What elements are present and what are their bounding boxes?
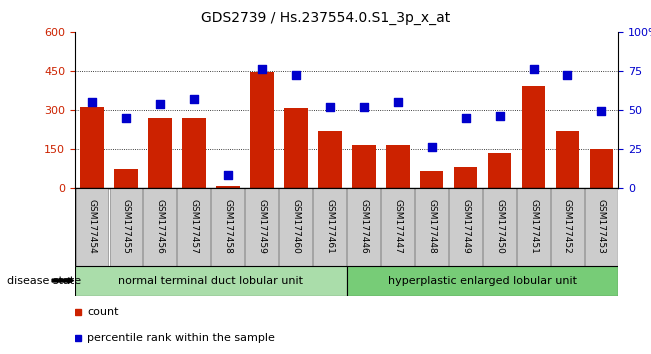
Bar bbox=[585, 188, 618, 266]
Bar bbox=[148, 118, 172, 188]
Point bbox=[460, 115, 471, 120]
Point bbox=[562, 73, 573, 78]
Text: GSM177453: GSM177453 bbox=[597, 199, 606, 254]
Text: hyperplastic enlarged lobular unit: hyperplastic enlarged lobular unit bbox=[388, 275, 577, 286]
Bar bbox=[449, 188, 482, 266]
Text: count: count bbox=[87, 307, 118, 317]
Bar bbox=[590, 149, 613, 188]
Bar bbox=[178, 188, 210, 266]
Bar bbox=[488, 153, 512, 188]
Bar bbox=[517, 188, 550, 266]
Text: GSM177460: GSM177460 bbox=[291, 199, 300, 254]
Text: normal terminal duct lobular unit: normal terminal duct lobular unit bbox=[118, 275, 303, 286]
Bar bbox=[250, 72, 273, 188]
Bar bbox=[381, 188, 414, 266]
Text: GSM177446: GSM177446 bbox=[359, 199, 368, 254]
Bar bbox=[75, 266, 346, 296]
Point bbox=[324, 104, 335, 109]
Bar bbox=[318, 131, 342, 188]
Text: disease state: disease state bbox=[7, 275, 81, 286]
Bar bbox=[245, 188, 278, 266]
Text: GDS2739 / Hs.237554.0.S1_3p_x_at: GDS2739 / Hs.237554.0.S1_3p_x_at bbox=[201, 11, 450, 25]
Text: GSM177449: GSM177449 bbox=[461, 199, 470, 254]
Text: GSM177451: GSM177451 bbox=[529, 199, 538, 254]
Bar bbox=[420, 171, 443, 188]
Text: GSM177450: GSM177450 bbox=[495, 199, 504, 254]
Bar bbox=[348, 188, 380, 266]
Text: GSM177455: GSM177455 bbox=[121, 199, 130, 254]
Bar bbox=[143, 188, 176, 266]
Bar bbox=[313, 188, 346, 266]
Point bbox=[154, 101, 165, 106]
Bar bbox=[284, 108, 307, 188]
Text: GSM177447: GSM177447 bbox=[393, 199, 402, 254]
Bar bbox=[109, 188, 142, 266]
Bar bbox=[483, 188, 516, 266]
Text: GSM177454: GSM177454 bbox=[87, 199, 96, 254]
Bar bbox=[212, 188, 244, 266]
Bar bbox=[386, 145, 409, 188]
Bar bbox=[555, 131, 579, 188]
Bar bbox=[454, 167, 477, 188]
Bar bbox=[114, 170, 138, 188]
Text: GSM177459: GSM177459 bbox=[257, 199, 266, 254]
Point bbox=[120, 115, 131, 120]
Point bbox=[494, 113, 505, 119]
Point bbox=[359, 104, 369, 109]
Point bbox=[189, 96, 199, 102]
Bar bbox=[352, 145, 376, 188]
Point bbox=[393, 99, 403, 105]
Bar bbox=[182, 118, 206, 188]
Point bbox=[596, 108, 607, 114]
Text: GSM177448: GSM177448 bbox=[427, 199, 436, 254]
Bar bbox=[521, 86, 546, 188]
Point bbox=[290, 73, 301, 78]
Point bbox=[529, 67, 539, 72]
Bar bbox=[415, 188, 448, 266]
Point bbox=[87, 99, 97, 105]
Text: GSM177456: GSM177456 bbox=[156, 199, 164, 254]
Point bbox=[256, 67, 267, 72]
Text: GSM177452: GSM177452 bbox=[563, 199, 572, 254]
Bar bbox=[216, 186, 240, 188]
Bar bbox=[551, 188, 584, 266]
Bar bbox=[76, 188, 108, 266]
Bar bbox=[279, 188, 312, 266]
Point bbox=[223, 172, 233, 178]
Text: GSM177458: GSM177458 bbox=[223, 199, 232, 254]
Bar bbox=[346, 266, 618, 296]
Text: percentile rank within the sample: percentile rank within the sample bbox=[87, 333, 275, 343]
Point bbox=[426, 144, 437, 150]
Text: GSM177461: GSM177461 bbox=[325, 199, 334, 254]
Bar bbox=[80, 107, 104, 188]
Text: GSM177457: GSM177457 bbox=[189, 199, 199, 254]
